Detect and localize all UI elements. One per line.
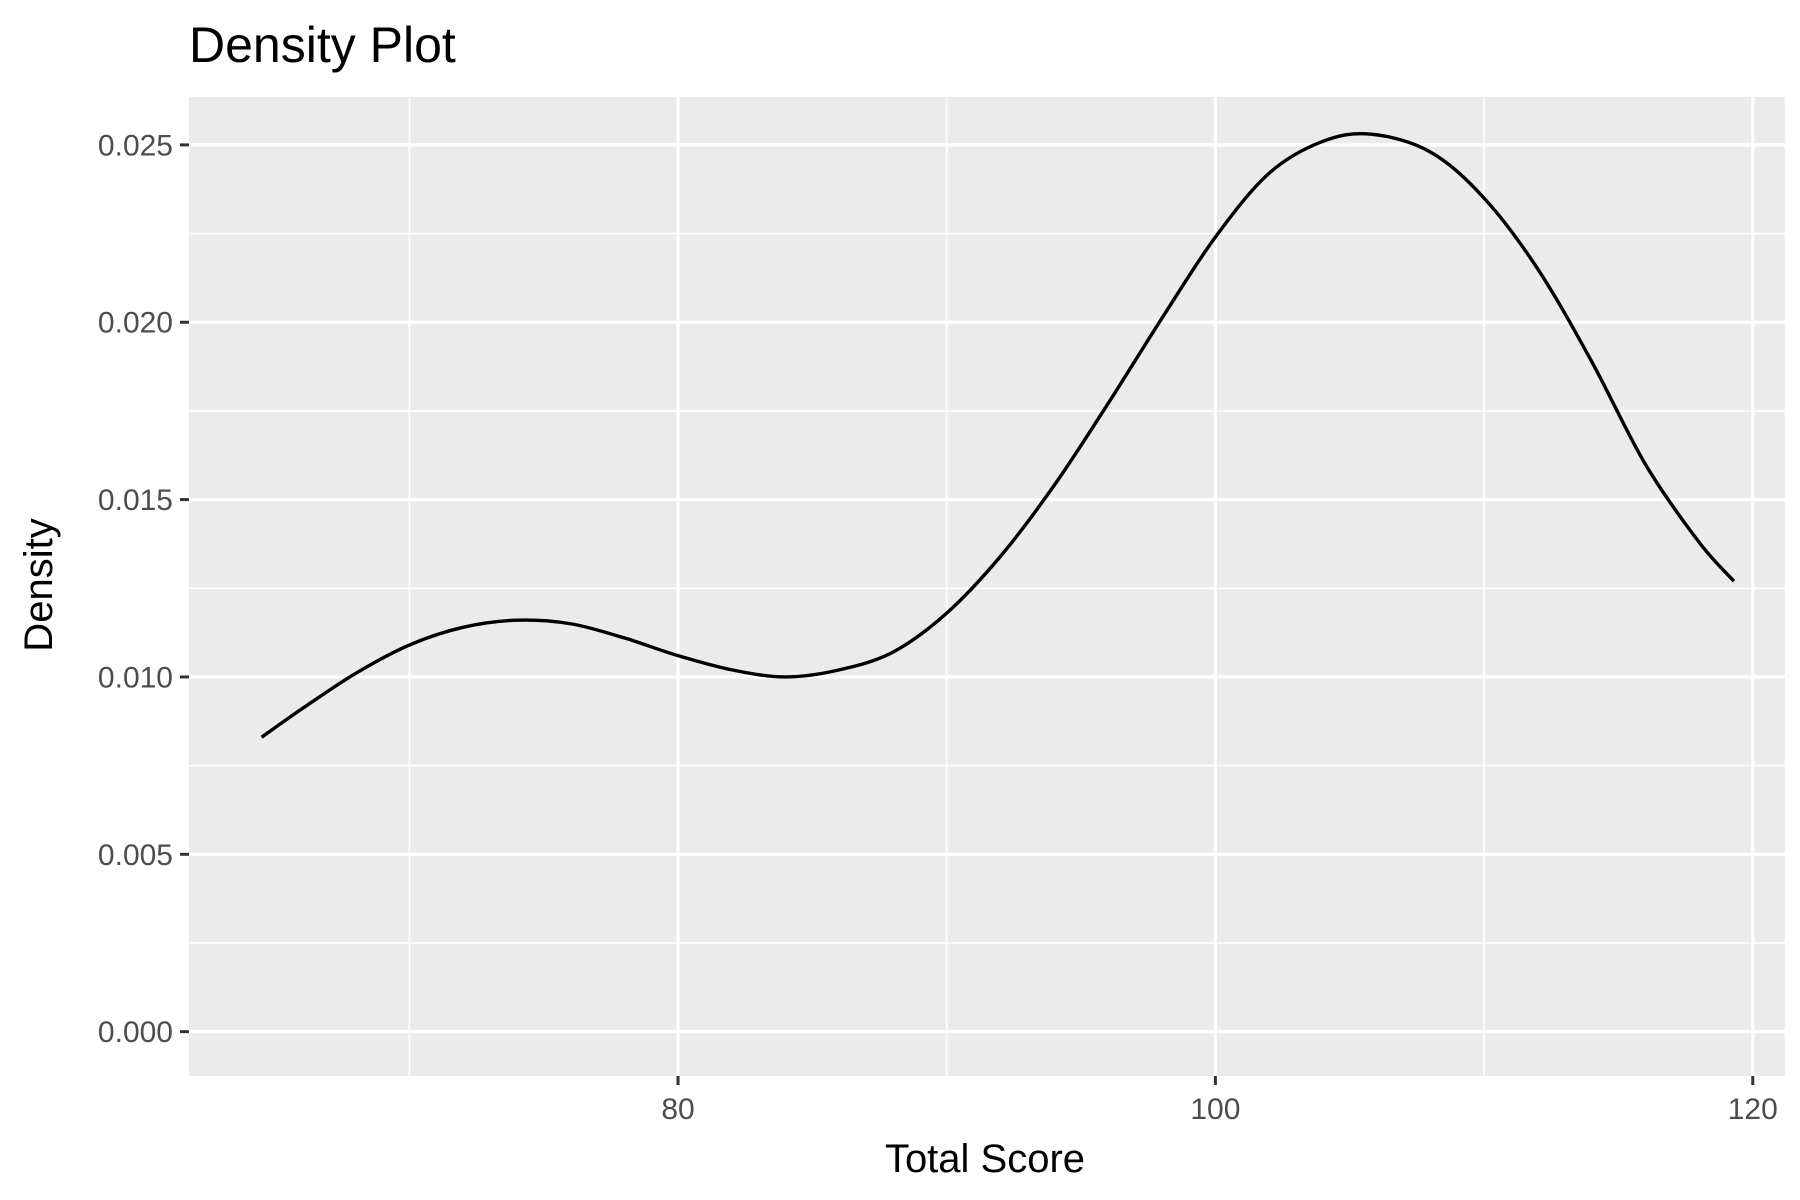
y-tick-label-3: 0.015 bbox=[98, 484, 173, 517]
chart-title: Density Plot bbox=[189, 17, 456, 73]
x-tick-label-80: 80 bbox=[661, 1093, 694, 1126]
y-axis: 0.000 0.005 0.010 0.015 0.020 0.025 bbox=[98, 129, 189, 1049]
density-curve bbox=[260, 131, 1736, 739]
y-tick-label-4: 0.020 bbox=[98, 307, 173, 340]
x-axis: 80 100 120 bbox=[661, 1076, 1778, 1126]
y-tick-label-0: 0.000 bbox=[98, 1016, 173, 1049]
grid-minor-lines bbox=[189, 97, 1785, 1076]
x-tick-label-120: 120 bbox=[1728, 1093, 1778, 1126]
plot-panel bbox=[189, 97, 1785, 1076]
x-tick-label-100: 100 bbox=[1190, 1093, 1240, 1126]
y-tick-label-2: 0.010 bbox=[98, 661, 173, 694]
y-axis-title: Density bbox=[17, 518, 61, 651]
grid-major-lines bbox=[189, 97, 1785, 1076]
y-tick-label-1: 0.005 bbox=[98, 839, 173, 872]
x-axis-title: Total Score bbox=[885, 1137, 1085, 1181]
y-tick-label-5: 0.025 bbox=[98, 129, 173, 162]
